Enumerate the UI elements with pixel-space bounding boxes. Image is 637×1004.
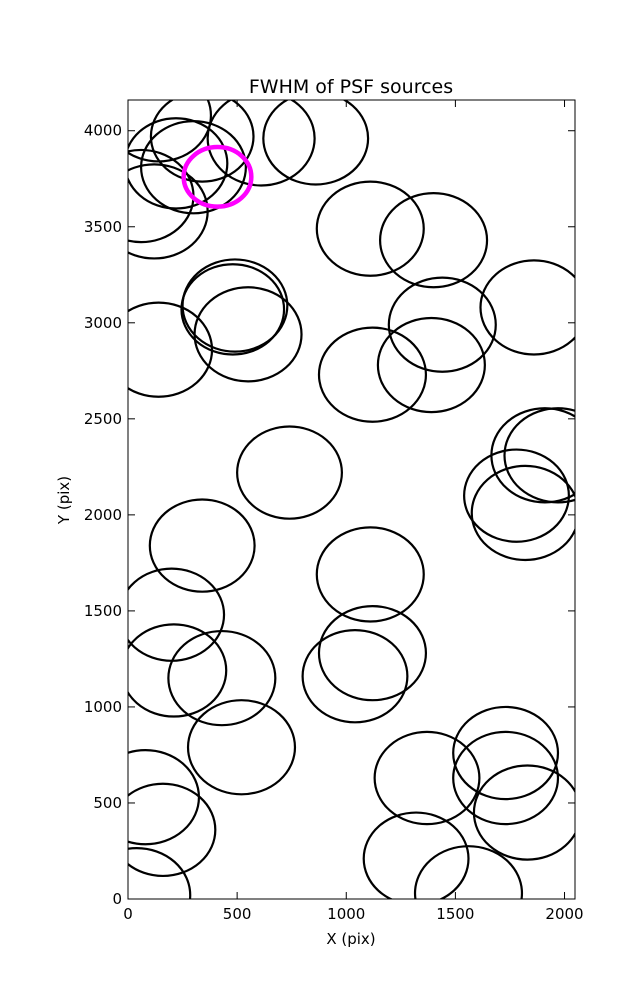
x-tick-label-2: 1000 (327, 905, 365, 923)
source-circle-7 (128, 163, 209, 260)
y-axis-label: Y (pix) (55, 476, 73, 525)
source-circle-9 (378, 192, 489, 289)
source-circle-24 (315, 526, 425, 623)
source-circle-16 (317, 326, 428, 423)
source-circle-29 (167, 629, 277, 727)
source-circle-27 (301, 629, 409, 724)
source-circles (128, 100, 575, 899)
x-tick-label-1: 500 (223, 905, 252, 923)
source-circle-5 (139, 120, 247, 215)
source-circle-38 (413, 845, 524, 899)
x-axis-label: X (pix) (326, 930, 375, 948)
y-tick-label-4: 2000 (84, 506, 122, 524)
source-circle-37 (362, 811, 470, 899)
source-circle-2 (206, 100, 316, 187)
source-circle-22 (470, 464, 575, 562)
y-tick-label-1: 500 (93, 794, 122, 812)
source-circle-17 (376, 316, 486, 414)
source-circle-31 (373, 730, 481, 826)
x-axis: 0 500 1000 1500 2000 (123, 100, 584, 923)
x-tick-label-4: 2000 (545, 905, 583, 923)
source-circle-32 (452, 705, 560, 801)
y-tick-label-6: 3000 (84, 314, 122, 332)
source-circle-8 (315, 180, 425, 277)
source-circle-30 (186, 699, 297, 796)
source-circle-4 (128, 117, 229, 210)
highlighted-sources (181, 144, 254, 209)
source-circle-0 (128, 100, 213, 163)
source-circle-3 (262, 100, 370, 186)
source-circle-12 (193, 286, 303, 383)
source-circle-39 (128, 847, 192, 899)
source-circle-15 (479, 259, 575, 356)
x-tick-label-0: 0 (123, 905, 133, 923)
source-circle-19 (503, 407, 575, 504)
x-tick-label-3: 1500 (436, 905, 474, 923)
plot-frame (127, 99, 576, 900)
y-tick-label-7: 3500 (84, 218, 122, 236)
source-circle-20 (236, 425, 343, 520)
y-axis: 0 500 1000 1500 2000 2500 3000 3500 4000 (84, 122, 575, 908)
source-circle-18 (490, 407, 575, 504)
source-circle-21 (463, 448, 570, 543)
source-circle-34 (472, 764, 575, 861)
source-circle-26 (317, 604, 428, 702)
y-tick-label-0: 0 (112, 890, 122, 908)
source-circle-28 (128, 623, 228, 718)
source-circle-33 (452, 730, 560, 826)
source-circle-11 (180, 263, 286, 356)
source-circle-23 (148, 498, 256, 593)
chart-title: FWHM of PSF sources (249, 76, 453, 98)
y-tick-label-5: 2500 (84, 410, 122, 428)
source-circle-13 (128, 301, 214, 398)
y-tick-label-3: 1500 (84, 602, 122, 620)
y-tick-label-8: 4000 (84, 122, 122, 140)
source-circle-14 (387, 276, 497, 373)
source-circle-1 (149, 100, 255, 183)
y-tick-label-2: 1000 (84, 698, 122, 716)
highlighted-source-circle-0 (181, 144, 254, 209)
source-circle-36 (128, 782, 217, 878)
